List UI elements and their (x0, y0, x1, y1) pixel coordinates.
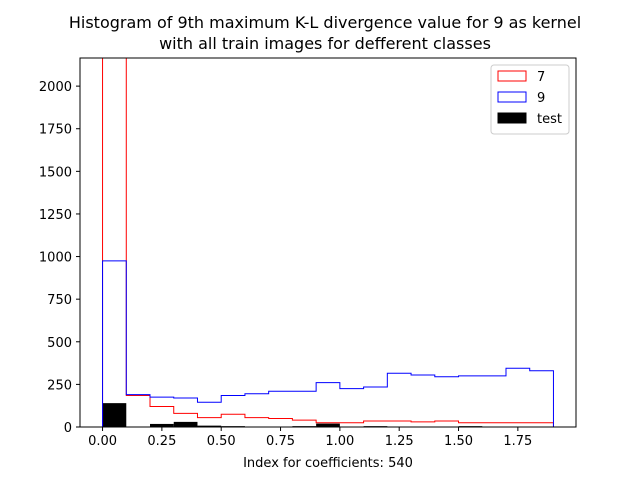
x-axis-ticks: 0.00 0.25 0.50 0.75 1.00 1.25 1.50 1.75 (88, 427, 532, 449)
x-axis-label: Index for coefficients: 540 (243, 456, 413, 471)
x-tick-label-7: 1.75 (503, 434, 532, 449)
y-axis-ticks: 0 250 500 750 1000 1250 1500 1750 2000 (39, 80, 80, 436)
x-tick-label-4: 1.00 (325, 434, 354, 449)
legend: 7 9 test (490, 64, 570, 135)
y-tick-label-3: 750 (47, 293, 72, 308)
chart-title-line-2: with all train images for defferent clas… (159, 34, 491, 53)
axes-frame (79, 57, 577, 428)
y-tick-label-5: 1250 (39, 208, 72, 223)
y-tick-label-0: 0 (64, 421, 72, 436)
x-tick-label-1: 0.25 (147, 434, 176, 449)
bar-test-9 (316, 423, 340, 427)
series-7-step (102, 57, 554, 427)
y-tick-label-6: 1500 (39, 165, 72, 180)
legend-swatch-test (497, 112, 527, 124)
bar-test-4 (197, 425, 222, 427)
legend-label-7: 7 (537, 70, 545, 85)
x-tick-label-5: 1.25 (385, 434, 414, 449)
bar-test-2 (150, 423, 174, 427)
x-tick-label-2: 0.50 (207, 434, 236, 449)
bar-test-3 (173, 421, 198, 427)
plot-area (102, 57, 554, 427)
chart-title-line-1: Histogram of 9th maximum K-L divergence … (69, 13, 581, 32)
bar-test-0 (102, 403, 127, 427)
x-tick-label-0: 0.00 (88, 434, 117, 449)
y-tick-label-2: 500 (47, 336, 72, 351)
x-tick-label-3: 0.75 (266, 434, 295, 449)
series-9-step (102, 260, 554, 427)
legend-swatch-7 (497, 70, 527, 82)
x-tick-label-6: 1.50 (444, 434, 473, 449)
y-tick-label-7: 1750 (39, 123, 72, 138)
y-tick-label-4: 1000 (39, 251, 72, 266)
legend-label-test: test (537, 112, 562, 127)
y-tick-label-8: 2000 (39, 80, 72, 95)
legend-label-9: 9 (537, 91, 545, 106)
y-tick-label-1: 250 (47, 378, 72, 393)
legend-swatch-9 (497, 91, 527, 103)
